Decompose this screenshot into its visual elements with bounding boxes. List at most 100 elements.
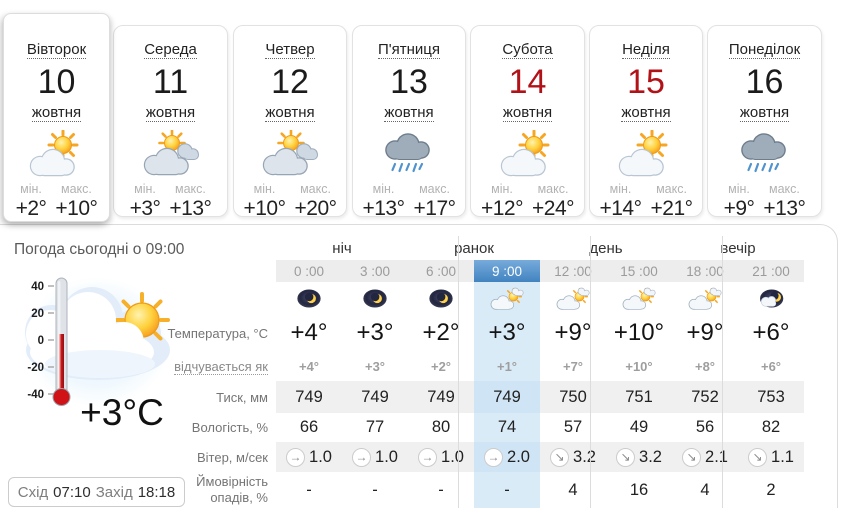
- day-date: 15: [627, 63, 665, 102]
- wind-value: ↘ 3.2: [606, 442, 672, 472]
- time-0000[interactable]: 0 :00: [276, 260, 342, 282]
- day-name-link[interactable]: Субота: [502, 41, 553, 60]
- min-label: мін.: [134, 181, 156, 196]
- time-0300[interactable]: 3 :00: [342, 260, 408, 282]
- day-name-link[interactable]: Вівторок: [26, 41, 87, 60]
- day-name-link[interactable]: Неділя: [622, 41, 670, 60]
- row-label-precipitation: Ймовірність опадів, %: [196, 473, 268, 505]
- wind-direction-southeast-icon: ↘: [682, 447, 702, 467]
- precipitation-value: -: [372, 480, 378, 499]
- wind-value: → 2.0: [474, 442, 540, 472]
- day-card-monday[interactable]: Понеділок 16 жовтня мін. +9° макс. +13°: [707, 25, 822, 220]
- row-label-humidity: Вологість, %: [191, 420, 268, 435]
- thermo-scale-40: 40: [31, 281, 44, 293]
- max-label: макс.: [174, 181, 206, 196]
- pressure-value: 749: [342, 381, 408, 413]
- sun-behind-cloud-icon: [471, 130, 584, 178]
- day-month-link[interactable]: жовтня: [31, 103, 82, 122]
- day-date: 13: [390, 63, 428, 102]
- day-name-link[interactable]: Понеділок: [728, 41, 801, 60]
- day-card-friday[interactable]: П'ятниця 13 жовтня мін. +13° макс. +17°: [352, 25, 466, 220]
- time-1800[interactable]: 18 :00: [672, 260, 738, 282]
- wind-direction-east-icon: →: [484, 447, 504, 467]
- max-temp: +17°: [413, 196, 457, 220]
- humidity-value: 56: [695, 418, 715, 436]
- precipitation-value: -: [306, 480, 312, 499]
- day-name-link[interactable]: Четвер: [265, 41, 315, 60]
- wind-direction-east-icon: →: [352, 447, 372, 467]
- day-name-link[interactable]: Середа: [144, 41, 197, 60]
- wind-direction-southeast-icon: ↘: [748, 447, 768, 467]
- feels-like-value: +10°: [625, 359, 653, 374]
- row-label-wind: Вітер, м/сек: [196, 449, 268, 465]
- day-date: 12: [271, 63, 309, 102]
- day-card-wednesday[interactable]: Середа 11 жовтня мін. +3° макс. +13°: [113, 25, 228, 220]
- day-month-link[interactable]: жовтня: [145, 103, 196, 122]
- temperature-value: +10°: [613, 319, 665, 346]
- min-label: мін.: [728, 181, 750, 196]
- day-month-link[interactable]: жовтня: [502, 103, 553, 122]
- period-night: ніч: [332, 239, 352, 257]
- row-label-temperature: Температура, °C: [167, 325, 268, 341]
- humidity-value: 77: [365, 418, 385, 436]
- pressure-value: 750: [540, 381, 606, 413]
- feels-like-value: +7°: [562, 359, 584, 374]
- day-month-link[interactable]: жовтня: [621, 103, 671, 122]
- current-temperature: +3°C: [80, 392, 164, 433]
- time-1500[interactable]: 15 :00: [606, 260, 672, 282]
- precipitation-value: -: [474, 472, 540, 508]
- pressure-value: 749: [276, 381, 342, 413]
- sun-small-cloud-icon: [672, 282, 738, 314]
- day-card-sunday[interactable]: Неділя 15 жовтня мін. +14° макс. +21°: [589, 25, 703, 220]
- wind-value: → 1.0: [342, 442, 408, 472]
- max-temp: +21°: [650, 196, 694, 220]
- day-month-link[interactable]: жовтня: [739, 103, 790, 122]
- time-1200[interactable]: 12 :00: [540, 260, 606, 282]
- feels-like-value: +6°: [760, 359, 782, 374]
- period-morning: ранок: [454, 239, 494, 257]
- precipitation-value: -: [438, 480, 444, 499]
- sunrise-sunset: Схід 07:10 Захід 18:18: [8, 477, 185, 507]
- day-card-tuesday[interactable]: Вівторок 10 жовтня мін. +2° макс. +10°: [3, 13, 110, 222]
- time-2100[interactable]: 21 :00: [738, 260, 804, 282]
- humidity-value: 49: [629, 418, 649, 436]
- wind-value: ↘ 2.1: [672, 442, 738, 472]
- moon-icon: [342, 282, 408, 314]
- sun-small-cloud-icon: [540, 282, 606, 314]
- row-label-pressure: Тиск, мм: [216, 389, 268, 405]
- min-temp: +13°: [362, 196, 405, 220]
- wind-direction-east-icon: →: [418, 447, 438, 467]
- temperature-value: +9°: [686, 319, 724, 346]
- day-date: 16: [745, 63, 784, 102]
- day-month-link[interactable]: жовтня: [384, 103, 434, 122]
- wind-direction-southeast-icon: ↘: [550, 447, 570, 467]
- sun-behind-clouds-icon: [234, 130, 346, 178]
- time-0900-selected[interactable]: 9 :00: [474, 260, 540, 282]
- humidity-value: 57: [563, 418, 583, 436]
- wind-value: ↘ 3.2: [540, 442, 606, 472]
- day-card-thursday[interactable]: Четвер 12 жовтня мін. +10° макс. +20°: [233, 25, 347, 220]
- day-month-link[interactable]: жовтня: [265, 103, 315, 122]
- temperature-value: +4°: [290, 319, 328, 346]
- temperature-value: +6°: [752, 319, 790, 346]
- min-temp: +10°: [243, 196, 286, 220]
- day-card-saturday[interactable]: Субота 14 жовтня мін. +12° макс. +24°: [470, 25, 585, 220]
- rain-cloud-icon: [353, 130, 465, 178]
- sun-behind-cloud-icon: [4, 130, 109, 178]
- wind-value: ↘ 1.1: [738, 442, 804, 472]
- precipitation-value: 16: [629, 480, 649, 499]
- day-name-link[interactable]: П'ятниця: [377, 41, 440, 60]
- humidity-value: 66: [299, 418, 319, 436]
- feels-like-link[interactable]: відчувається як: [174, 358, 268, 375]
- day-date: 14: [508, 63, 547, 102]
- pressure-value: 751: [606, 381, 672, 413]
- min-label: мін.: [372, 181, 395, 196]
- wind-direction-east-icon: →: [286, 447, 306, 467]
- sun-behind-clouds-icon: [606, 282, 672, 314]
- humidity-value: 80: [431, 418, 451, 436]
- row-label-feels-like: відчувається як: [174, 352, 276, 381]
- feels-like-value: +1°: [474, 352, 540, 381]
- humidity-value: 82: [761, 418, 781, 436]
- time-0600[interactable]: 6 :00: [408, 260, 474, 282]
